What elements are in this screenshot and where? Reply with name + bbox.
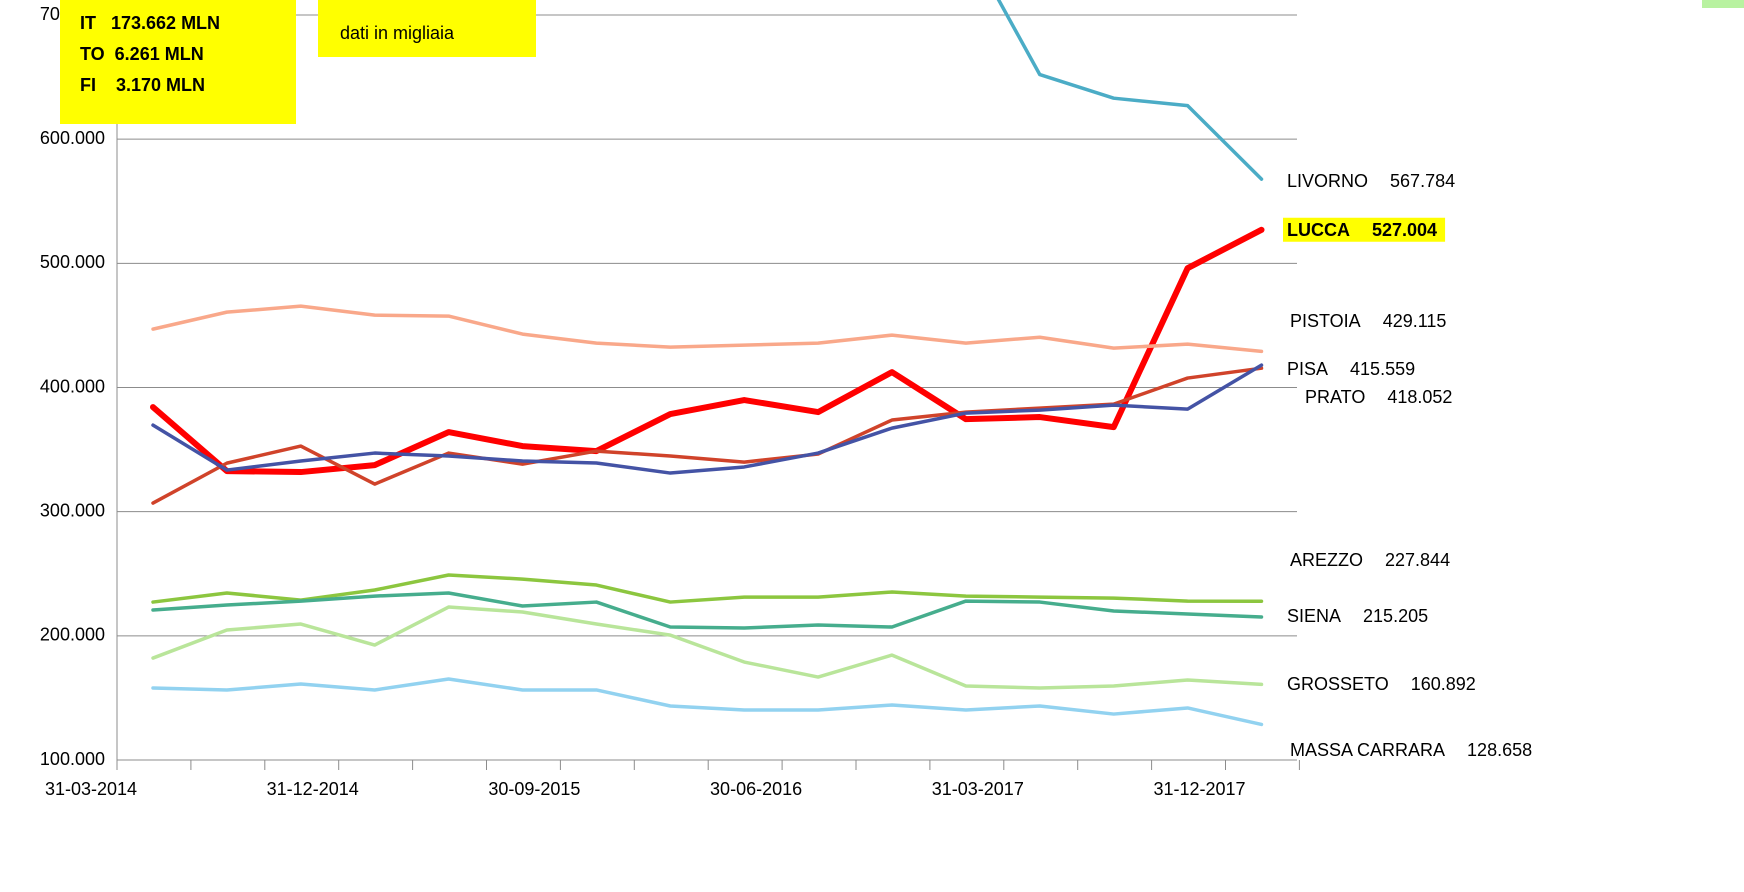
y-tick-label: 100.000 <box>40 749 105 769</box>
end-label: PRATO 418.052 <box>1305 387 1452 407</box>
series-name: PISTOIA <box>1290 311 1361 331</box>
info-box-line: TO 6.261 MLN <box>80 44 204 64</box>
y-tick-label: 300.000 <box>40 500 105 520</box>
series-line <box>151 677 1264 727</box>
end-label: MASSA CARRARA 128.658 <box>1290 740 1532 760</box>
x-tick-label: 31-12-2014 <box>267 779 359 799</box>
value-label: 215.205 <box>1363 606 1428 626</box>
end-label: SIENA 215.205 <box>1287 606 1428 626</box>
end-label: PISA 415.559 <box>1287 359 1415 379</box>
info-box <box>60 0 296 124</box>
end-label-text: PISTOIA 429.115 <box>1290 311 1446 331</box>
series-line <box>151 363 1264 475</box>
series-name: PISA <box>1287 359 1328 379</box>
end-label-text: GROSSETO 160.892 <box>1287 674 1476 694</box>
note-box <box>318 0 536 57</box>
value-label: 160.892 <box>1411 674 1476 694</box>
y-tick-label: 600.000 <box>40 128 105 148</box>
y-tick-label: 200.000 <box>40 625 105 645</box>
series-name: GROSSETO <box>1287 674 1389 694</box>
x-tick-label: 30-06-2016 <box>710 779 802 799</box>
end-label: LUCCA 527.004 <box>1283 217 1446 242</box>
end-label-text: PISA 415.559 <box>1287 359 1415 379</box>
series-name: MASSA CARRARA <box>1290 740 1445 760</box>
value-label: 415.559 <box>1350 359 1415 379</box>
series-line <box>151 605 1264 690</box>
end-label: AREZZO 227.844 <box>1290 550 1450 570</box>
series-name: LUCCA <box>1287 220 1350 240</box>
value-label: 418.052 <box>1387 387 1452 407</box>
info-box-line: FI 3.170 MLN <box>80 75 205 95</box>
end-label-text: LUCCA 527.004 <box>1287 220 1437 240</box>
series-name: LIVORNO <box>1287 171 1368 191</box>
value-label: 128.658 <box>1467 740 1532 760</box>
series-line <box>151 573 1264 604</box>
end-label-text: LIVORNO 567.784 <box>1287 171 1455 191</box>
series-name: SIENA <box>1287 606 1341 626</box>
series-line <box>151 304 1264 354</box>
y-tick-label: 400.000 <box>40 376 105 396</box>
series-line <box>150 226 1265 476</box>
x-tick-label: 31-03-2017 <box>932 779 1024 799</box>
value-label: 227.844 <box>1385 550 1450 570</box>
note-text: dati in migliaia <box>340 23 455 43</box>
series-line <box>151 591 1264 630</box>
series-line <box>996 0 1264 181</box>
end-label: GROSSETO 160.892 <box>1287 674 1476 694</box>
label-highlight <box>1283 217 1446 242</box>
series-name: AREZZO <box>1290 550 1363 570</box>
x-tick-label: 31-12-2017 <box>1153 779 1245 799</box>
value-label: 527.004 <box>1372 220 1437 240</box>
end-label: LIVORNO 567.784 <box>1287 171 1455 191</box>
info-box-line: IT 173.662 MLN <box>80 13 220 33</box>
value-label: 567.784 <box>1390 171 1455 191</box>
y-tick-label: 500.000 <box>40 252 105 272</box>
end-label-text: SIENA 215.205 <box>1287 606 1428 626</box>
end-label-text: MASSA CARRARA 128.658 <box>1290 740 1532 760</box>
series-name: PRATO <box>1305 387 1365 407</box>
x-tick-label: 31-03-2014 <box>45 779 137 799</box>
value-label: 429.115 <box>1383 311 1447 331</box>
series-line <box>151 366 1264 505</box>
end-label: PISTOIA 429.115 <box>1290 311 1446 331</box>
x-tick-label: 30-09-2015 <box>488 779 580 799</box>
corner-marker <box>1702 0 1744 8</box>
end-label-text: PRATO 418.052 <box>1305 387 1452 407</box>
end-label-text: AREZZO 227.844 <box>1290 550 1450 570</box>
